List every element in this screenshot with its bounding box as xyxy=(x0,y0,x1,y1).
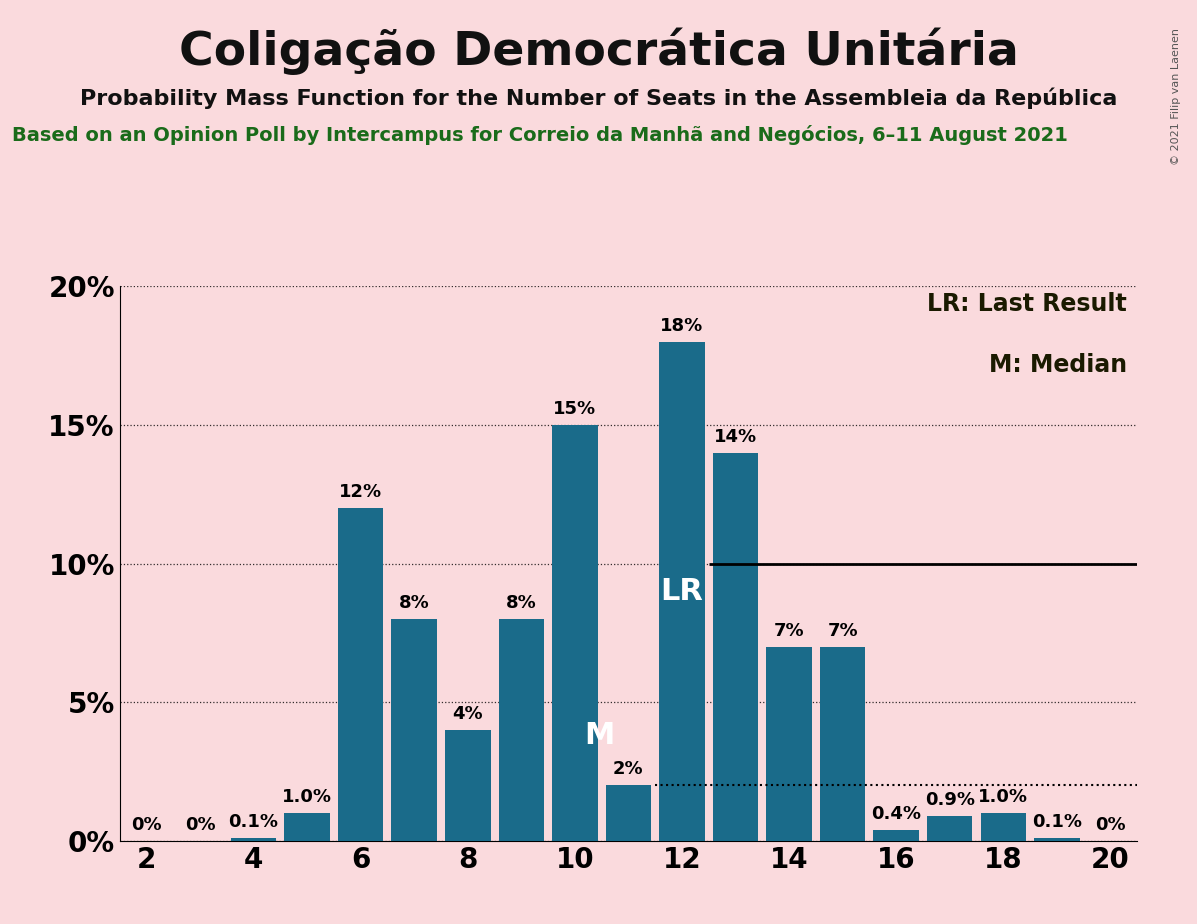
Bar xyxy=(606,785,651,841)
Bar xyxy=(980,813,1026,841)
Text: M: Median: M: Median xyxy=(989,353,1126,377)
Text: 4%: 4% xyxy=(452,705,484,723)
Bar xyxy=(1034,838,1080,841)
Bar xyxy=(285,813,330,841)
Bar xyxy=(660,342,705,841)
Text: 0.9%: 0.9% xyxy=(925,791,974,809)
Bar xyxy=(712,453,758,841)
Text: 18%: 18% xyxy=(661,317,704,335)
Text: 0.4%: 0.4% xyxy=(871,805,922,822)
Text: Coligação Democrática Unitária: Coligação Democrática Unitária xyxy=(178,28,1019,75)
Text: © 2021 Filip van Laenen: © 2021 Filip van Laenen xyxy=(1172,28,1181,164)
Text: 0%: 0% xyxy=(184,816,215,833)
Text: 14%: 14% xyxy=(713,428,757,446)
Text: 1.0%: 1.0% xyxy=(978,788,1028,806)
Bar xyxy=(499,619,545,841)
Text: 15%: 15% xyxy=(553,400,596,418)
Bar xyxy=(874,830,919,841)
Bar xyxy=(391,619,437,841)
Text: 1.0%: 1.0% xyxy=(282,788,332,806)
Text: 2%: 2% xyxy=(613,760,644,778)
Text: 0.1%: 0.1% xyxy=(229,813,279,832)
Text: 8%: 8% xyxy=(506,594,536,612)
Text: 0.1%: 0.1% xyxy=(1032,813,1082,832)
Bar xyxy=(820,647,865,841)
Text: M: M xyxy=(584,721,614,750)
Bar xyxy=(445,730,491,841)
Bar xyxy=(926,816,972,841)
Text: LR: LR xyxy=(661,577,704,606)
Text: Probability Mass Function for the Number of Seats in the Assembleia da República: Probability Mass Function for the Number… xyxy=(80,88,1117,109)
Text: LR: Last Result: LR: Last Result xyxy=(928,292,1126,316)
Bar xyxy=(231,838,277,841)
Bar xyxy=(552,425,597,841)
Text: 7%: 7% xyxy=(827,622,858,639)
Text: 8%: 8% xyxy=(399,594,430,612)
Bar xyxy=(766,647,812,841)
Text: Based on an Opinion Poll by Intercampus for Correio da Manhã and Negócios, 6–11 : Based on an Opinion Poll by Intercampus … xyxy=(12,125,1068,145)
Bar xyxy=(338,508,383,841)
Text: 7%: 7% xyxy=(773,622,804,639)
Text: 12%: 12% xyxy=(339,483,382,501)
Text: 0%: 0% xyxy=(132,816,162,833)
Text: 0%: 0% xyxy=(1095,816,1125,833)
